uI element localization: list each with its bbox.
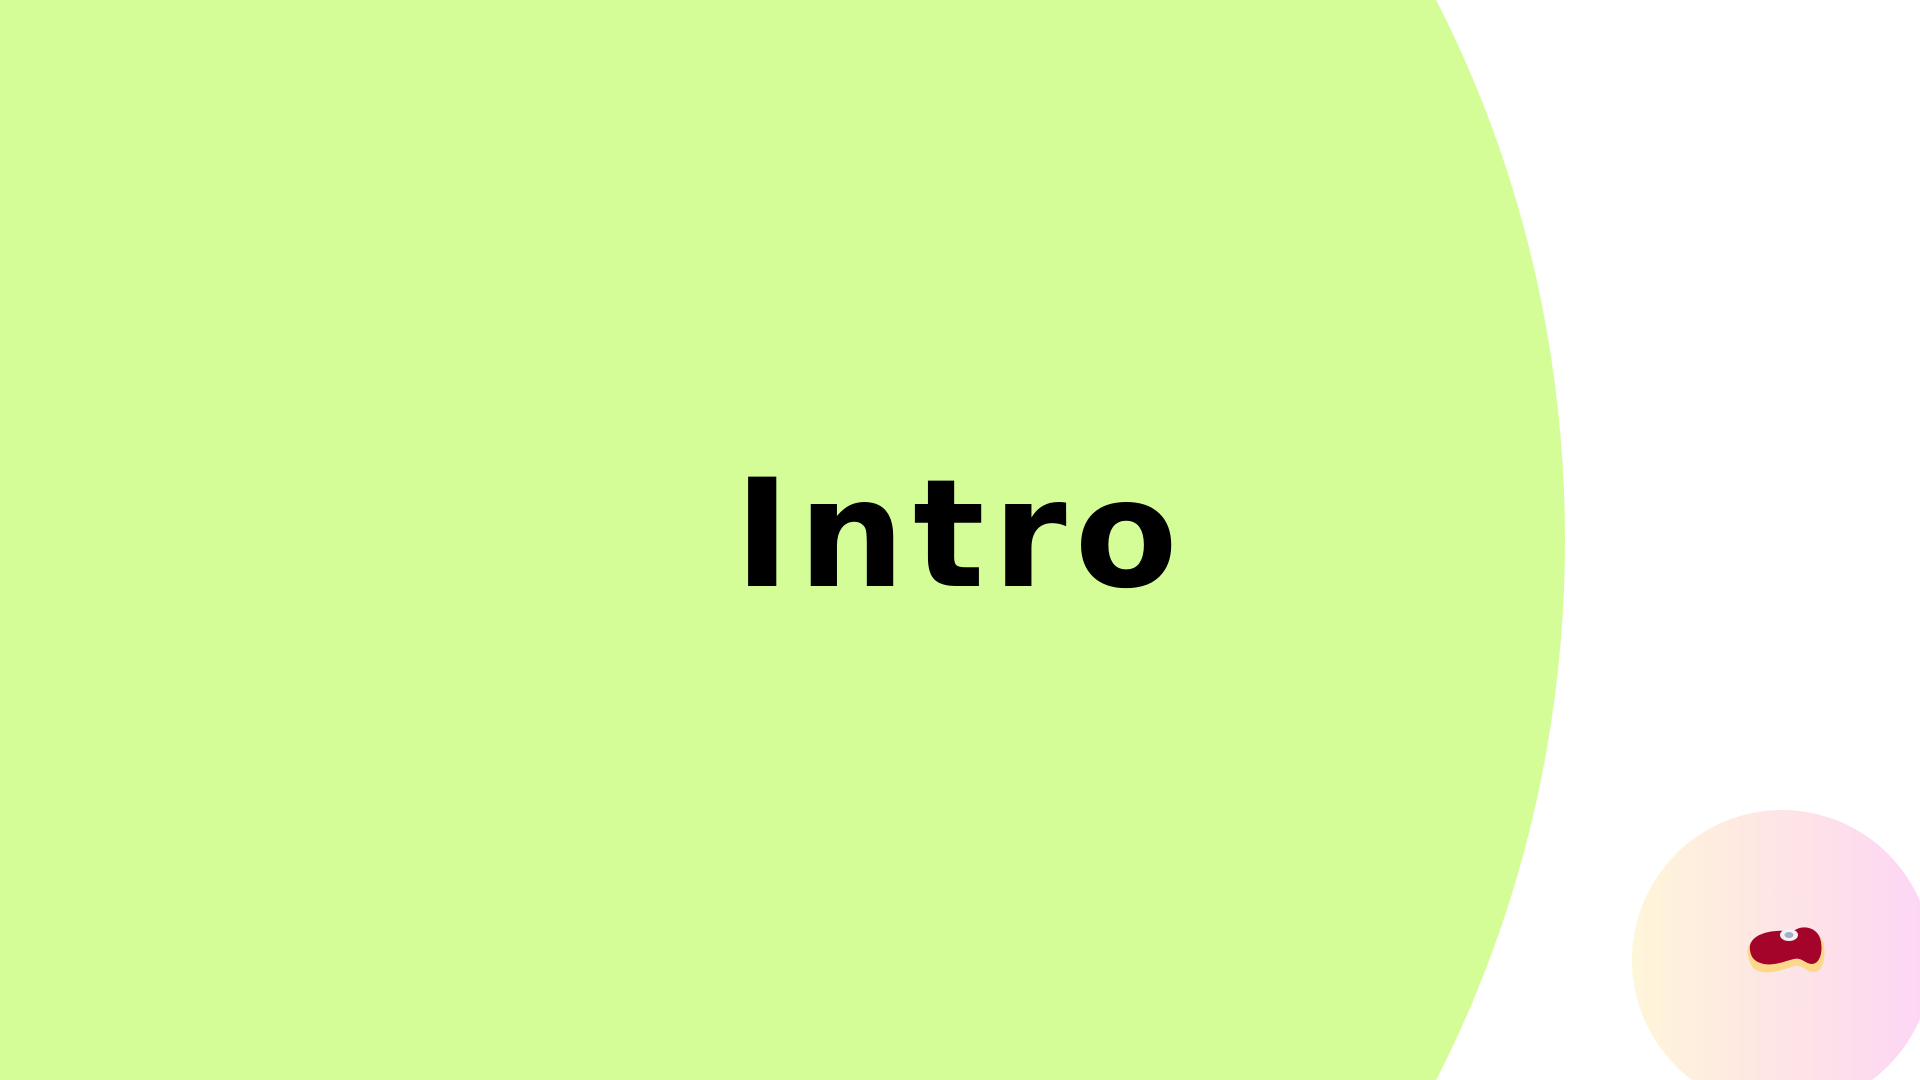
steak-icon bbox=[1747, 927, 1825, 973]
background-circle bbox=[0, 0, 1565, 1080]
slide-title: Intro bbox=[734, 448, 1186, 622]
